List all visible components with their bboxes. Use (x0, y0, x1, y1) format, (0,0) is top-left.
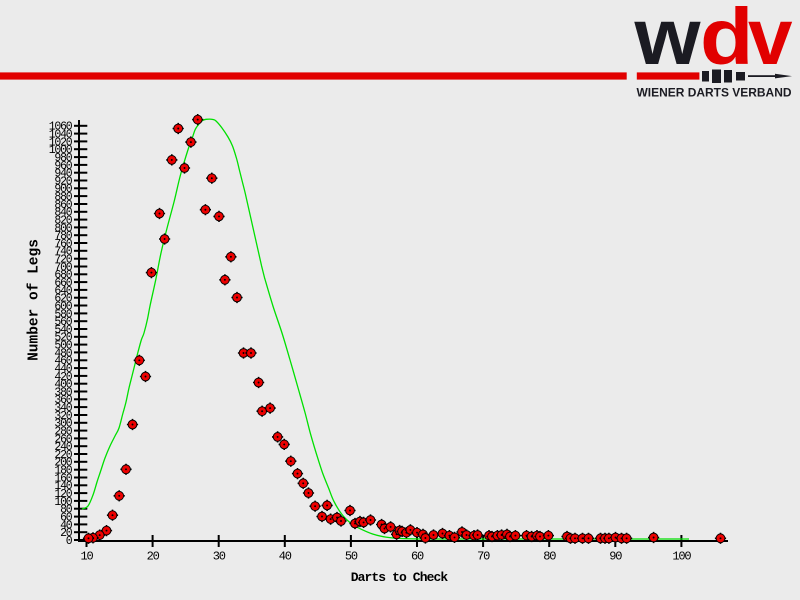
svg-text:800: 800 (54, 222, 72, 235)
svg-text:460: 460 (54, 355, 72, 368)
svg-text:600: 600 (54, 300, 72, 313)
svg-text:300: 300 (54, 418, 72, 431)
svg-text:540: 540 (54, 324, 72, 337)
svg-text:60: 60 (411, 550, 424, 564)
svg-text:660: 660 (54, 277, 72, 290)
svg-text:440: 440 (54, 363, 72, 376)
svg-text:220: 220 (54, 449, 72, 462)
svg-text:10: 10 (80, 550, 93, 564)
svg-text:60: 60 (60, 512, 73, 525)
svg-text:380: 380 (54, 386, 72, 399)
svg-text:840: 840 (54, 207, 72, 220)
svg-text:30: 30 (213, 550, 226, 564)
svg-text:40: 40 (60, 519, 73, 532)
svg-text:900: 900 (54, 183, 72, 196)
svg-text:640: 640 (54, 285, 72, 298)
svg-text:320: 320 (54, 410, 72, 423)
svg-text:100: 100 (672, 550, 691, 564)
svg-text:80: 80 (60, 504, 73, 517)
svg-text:960: 960 (54, 160, 72, 173)
svg-text:580: 580 (54, 308, 72, 321)
svg-text:1000: 1000 (49, 144, 73, 157)
svg-text:260: 260 (54, 433, 72, 446)
svg-text:920: 920 (54, 175, 72, 188)
svg-text:760: 760 (54, 238, 72, 251)
svg-text:WIENER DARTS VERBAND: WIENER DARTS VERBAND (637, 86, 792, 100)
svg-text:120: 120 (54, 488, 72, 501)
svg-text:Darts to Check: Darts to Check (351, 570, 449, 585)
svg-text:620: 620 (54, 293, 72, 306)
svg-text:80: 80 (543, 550, 556, 564)
svg-text:160: 160 (54, 472, 72, 485)
svg-text:70: 70 (477, 550, 490, 564)
svg-text:0: 0 (66, 535, 73, 548)
svg-text:820: 820 (54, 215, 72, 228)
svg-text:100: 100 (54, 496, 72, 509)
svg-text:1040: 1040 (49, 129, 73, 142)
svg-text:400: 400 (54, 379, 72, 392)
svg-text:860: 860 (54, 199, 72, 212)
svg-text:240: 240 (54, 441, 72, 454)
svg-text:w: w (633, 0, 701, 81)
svg-text:740: 740 (54, 246, 72, 259)
svg-text:680: 680 (54, 269, 72, 282)
svg-text:940: 940 (54, 168, 72, 181)
svg-text:280: 280 (54, 426, 72, 439)
svg-text:180: 180 (54, 465, 72, 478)
svg-text:140: 140 (54, 480, 72, 493)
svg-text:560: 560 (54, 316, 72, 329)
svg-text:520: 520 (54, 332, 72, 345)
svg-text:1020: 1020 (49, 136, 73, 149)
svg-text:v: v (748, 0, 793, 81)
svg-text:20: 20 (60, 527, 73, 540)
svg-text:50: 50 (345, 550, 358, 564)
svg-text:20: 20 (147, 550, 160, 564)
svg-text:480: 480 (54, 347, 72, 360)
svg-text:880: 880 (54, 191, 72, 204)
svg-text:360: 360 (54, 394, 72, 407)
svg-text:720: 720 (54, 254, 72, 267)
svg-text:d: d (700, 0, 754, 81)
svg-text:1060: 1060 (49, 121, 73, 134)
svg-text:90: 90 (609, 550, 622, 564)
svg-text:500: 500 (54, 340, 72, 353)
svg-text:200: 200 (54, 457, 72, 470)
svg-text:780: 780 (54, 230, 72, 243)
svg-text:420: 420 (54, 371, 72, 384)
svg-text:980: 980 (54, 152, 72, 165)
svg-text:Number of Legs: Number of Legs (27, 239, 43, 361)
svg-text:40: 40 (279, 550, 292, 564)
svg-text:700: 700 (54, 261, 72, 274)
svg-text:340: 340 (54, 402, 72, 415)
